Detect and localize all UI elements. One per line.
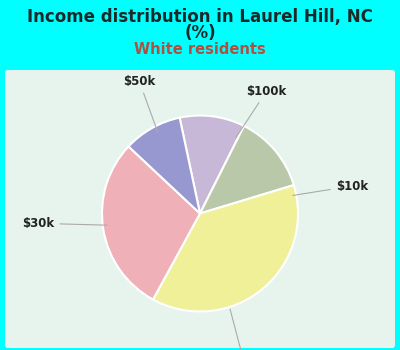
FancyBboxPatch shape: [5, 70, 395, 348]
Text: $100k: $100k: [236, 84, 287, 138]
Text: $20k: $20k: [228, 309, 260, 350]
Wedge shape: [180, 116, 244, 214]
Wedge shape: [102, 146, 200, 300]
Wedge shape: [153, 185, 298, 312]
FancyBboxPatch shape: [5, 70, 395, 348]
Text: White residents: White residents: [134, 42, 266, 57]
Text: $30k: $30k: [22, 217, 107, 230]
Text: $10k: $10k: [293, 180, 368, 195]
Text: Income distribution in Laurel Hill, NC: Income distribution in Laurel Hill, NC: [27, 8, 373, 26]
Text: $50k: $50k: [123, 75, 158, 133]
Text: (%): (%): [184, 24, 216, 42]
Wedge shape: [128, 118, 200, 214]
Wedge shape: [200, 126, 294, 214]
